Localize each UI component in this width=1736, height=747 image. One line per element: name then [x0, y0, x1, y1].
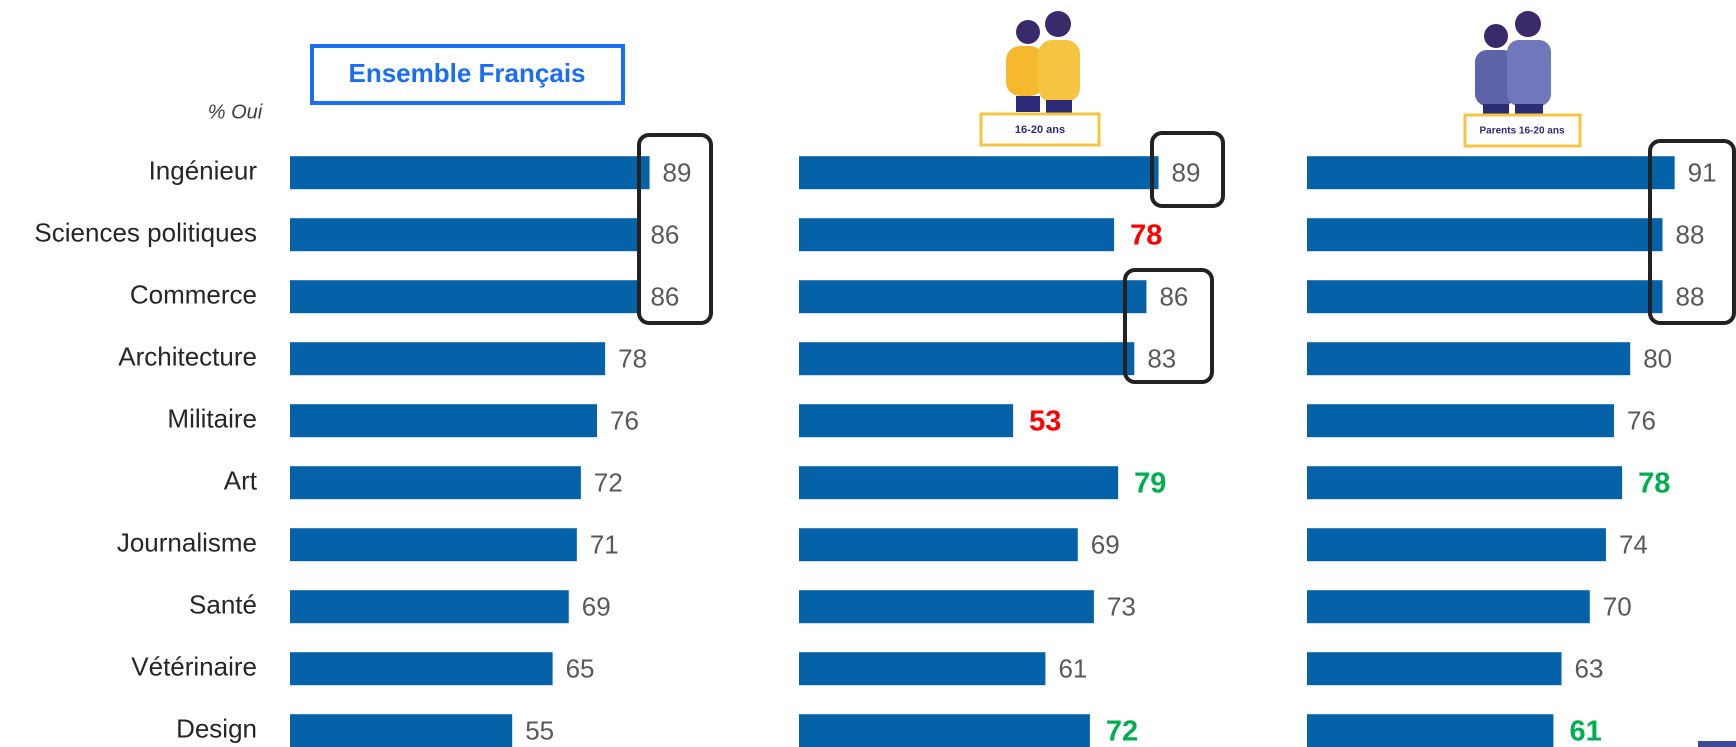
bar [1307, 466, 1622, 499]
value-label: 86 [650, 220, 679, 250]
bar [290, 652, 553, 685]
value-label: 86 [650, 282, 679, 312]
bar [799, 466, 1118, 499]
value-label: 61 [1569, 715, 1601, 747]
value-label: 65 [566, 654, 595, 684]
value-label: 71 [590, 530, 619, 560]
bar [290, 280, 637, 313]
value-label: 89 [1172, 158, 1201, 188]
value-label: 78 [1130, 219, 1162, 251]
bar [799, 404, 1013, 437]
bar [1307, 342, 1630, 375]
people-icon [1475, 11, 1551, 114]
chart-title: Ensemble Français [349, 58, 586, 88]
bar [290, 404, 597, 437]
page: Ensemble Français % Oui 16-20 ans Parent… [0, 0, 1736, 747]
category-label: Architecture [118, 342, 257, 372]
value-label: 79 [1134, 467, 1166, 499]
value-label: 86 [1159, 282, 1188, 312]
value-label: 76 [610, 406, 639, 436]
bar [1307, 714, 1553, 747]
category-label: Commerce [130, 280, 257, 310]
bar [290, 590, 569, 623]
bar [290, 156, 650, 189]
bar [799, 218, 1114, 251]
bar [290, 714, 512, 747]
value-label: 78 [1638, 467, 1670, 499]
people-icon [1006, 11, 1080, 114]
bar [1307, 528, 1606, 561]
bar [290, 466, 581, 499]
corner-decor [1698, 741, 1736, 747]
bar [1307, 652, 1562, 685]
axis-label: % Oui [208, 101, 263, 123]
category-label: Sciences politiques [34, 218, 257, 248]
value-label: 88 [1676, 282, 1705, 312]
value-label: 61 [1058, 654, 1087, 684]
value-label: 72 [594, 468, 623, 498]
bar [799, 156, 1159, 189]
chart-title: 16-20 ans [1015, 124, 1065, 136]
bar [799, 280, 1146, 313]
bar [1307, 590, 1590, 623]
value-label: 69 [582, 592, 611, 622]
bar [799, 590, 1094, 623]
value-label: 78 [618, 344, 647, 374]
category-label: Militaire [167, 404, 257, 434]
value-label: 80 [1643, 344, 1672, 374]
bar [799, 652, 1045, 685]
category-label: Art [224, 466, 258, 496]
bar [799, 342, 1134, 375]
category-label: Journalisme [117, 528, 257, 558]
category-label: Design [176, 714, 257, 744]
value-label: 72 [1106, 715, 1138, 747]
category-label: Ingénieur [149, 156, 258, 186]
chart: Ensemble Français % Oui 16-20 ans Parent… [0, 0, 1736, 747]
value-label: 76 [1627, 406, 1656, 436]
value-label: 89 [663, 158, 692, 188]
bar [799, 714, 1090, 747]
value-label: 73 [1107, 592, 1136, 622]
value-label: 63 [1575, 654, 1604, 684]
chart-title: Parents 16-20 ans [1479, 126, 1564, 137]
bar [1307, 218, 1663, 251]
bar [799, 528, 1078, 561]
category-label: Santé [189, 590, 257, 620]
bar [1307, 404, 1614, 437]
value-label: 69 [1091, 530, 1120, 560]
bar [290, 218, 637, 251]
bar [1307, 280, 1663, 313]
value-label: 74 [1619, 530, 1648, 560]
bar [290, 528, 577, 561]
value-label: 53 [1029, 405, 1061, 437]
category-label: Vétérinaire [131, 652, 257, 682]
bar [1307, 156, 1675, 189]
bar [290, 342, 605, 375]
value-label: 83 [1147, 344, 1176, 374]
value-label: 91 [1688, 158, 1717, 188]
value-label: 55 [525, 716, 554, 746]
value-label: 88 [1676, 220, 1705, 250]
value-label: 70 [1603, 592, 1632, 622]
